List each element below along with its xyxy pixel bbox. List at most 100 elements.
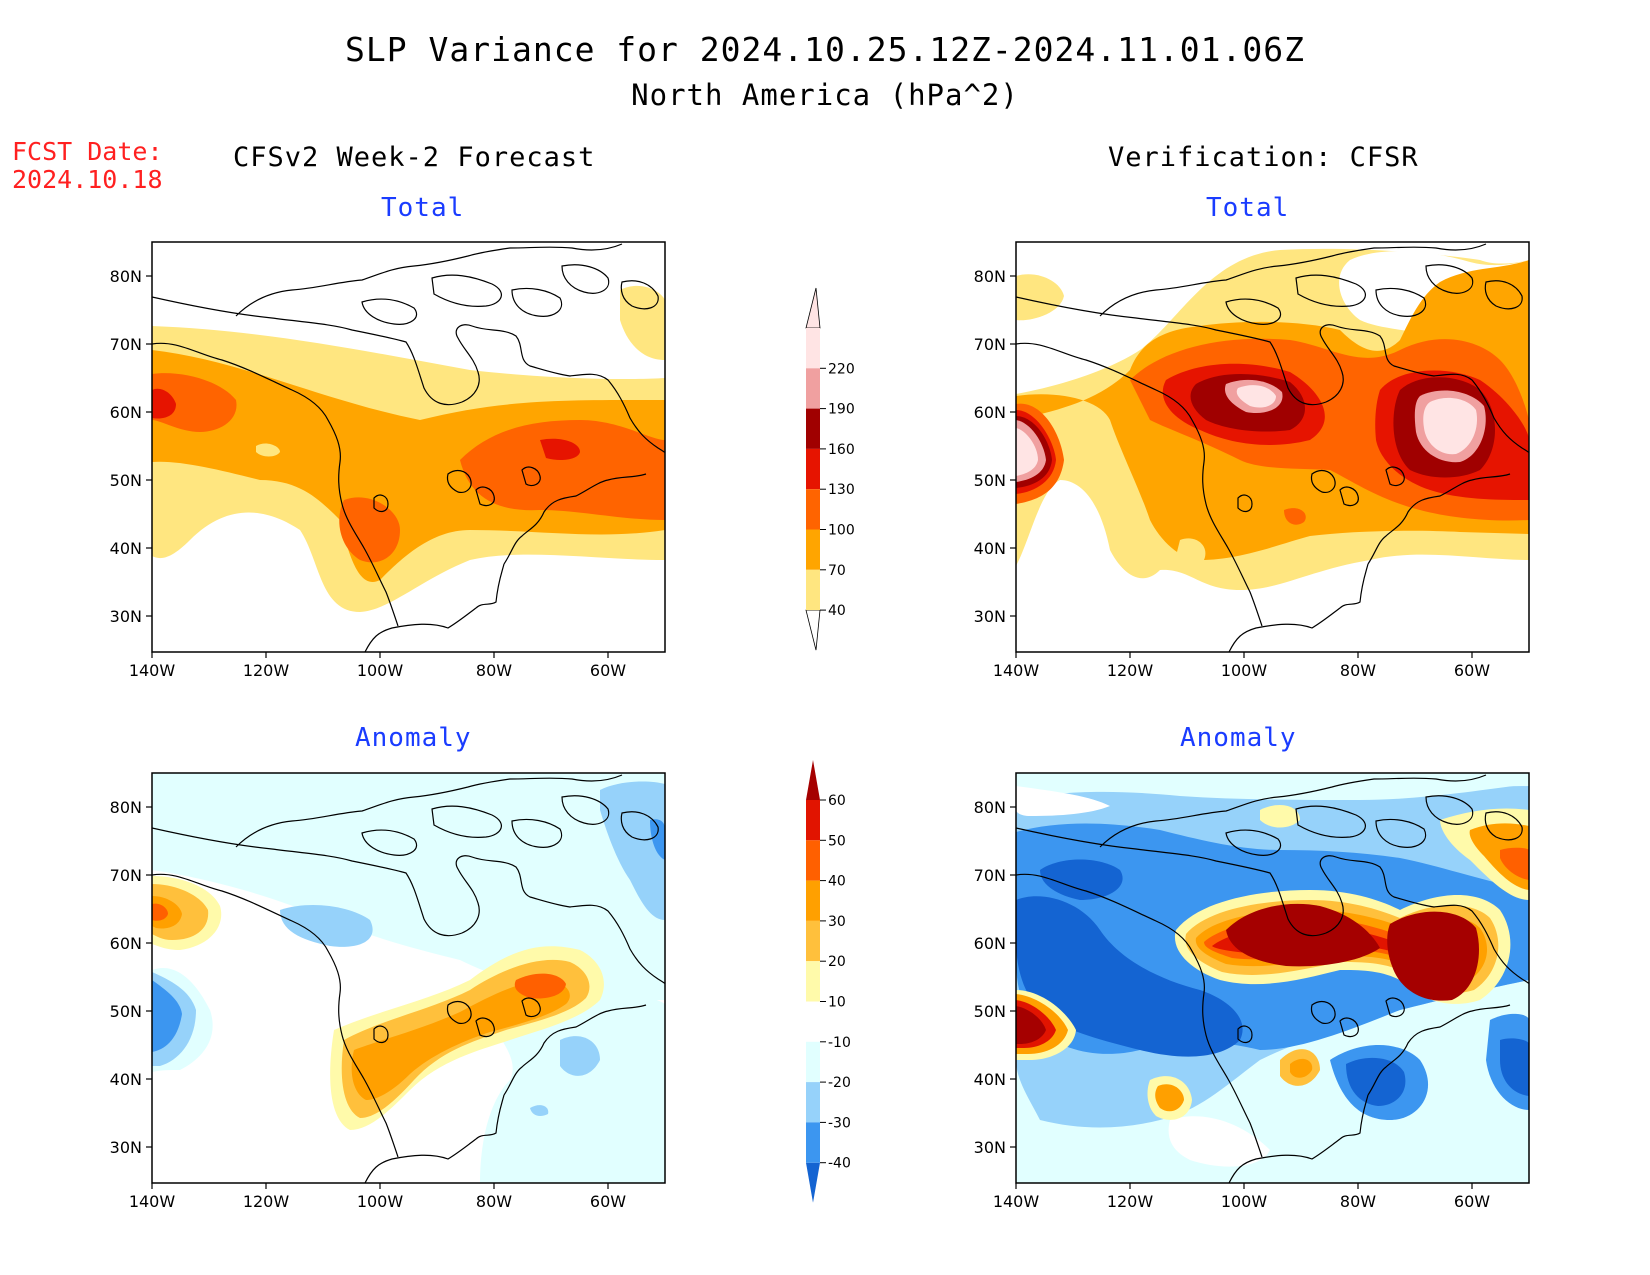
colorbar-swatch <box>806 1001 820 1042</box>
fc-anom-frame <box>151 772 666 1184</box>
colorbar-swatch <box>806 569 820 611</box>
colorbar-label: 100 <box>828 523 855 539</box>
colorbar-swatch <box>806 368 820 409</box>
lat-tick-label: 40N <box>110 1070 142 1089</box>
lat-tick-label: 30N <box>974 1138 1006 1157</box>
lon-tick-label: 140W <box>129 661 176 680</box>
lat-tick-label: 60N <box>110 934 142 953</box>
lat-tick-label: 70N <box>974 866 1006 885</box>
colorbar-label: -10 <box>828 1035 851 1051</box>
lat-tick-label: 60N <box>110 403 142 422</box>
fc-total-title: Total <box>381 193 465 223</box>
lat-tick-label: 30N <box>110 1138 142 1157</box>
lat-tick-label: 80N <box>974 798 1006 817</box>
lat-tick-label: 40N <box>974 1070 1006 1089</box>
lon-tick-label: 60W <box>1454 1192 1490 1211</box>
lat-tick-label: 40N <box>974 539 1006 558</box>
lon-tick-label: 120W <box>243 1192 290 1211</box>
lat-tick-label: 50N <box>110 471 142 490</box>
colorbar-label: 30 <box>828 914 846 930</box>
fcst-date-value: 2024.10.18 <box>12 165 163 194</box>
lat-tick-label: 60N <box>974 934 1006 953</box>
lat-tick-label: 70N <box>110 335 142 354</box>
lat-tick-label: 80N <box>974 267 1006 286</box>
colorbar-label: 50 <box>828 833 846 849</box>
lat-tick-label: 50N <box>974 1002 1006 1021</box>
fcst-date-block: FCST Date: 2024.10.18 <box>12 138 163 194</box>
lon-tick-label: 60W <box>1454 661 1490 680</box>
colorbar-swatch <box>806 448 820 490</box>
colorbar-swatch <box>806 408 820 449</box>
colorbar-label: 160 <box>828 442 855 458</box>
lon-tick-label: 100W <box>357 1192 404 1211</box>
lat-tick-label: 40N <box>110 539 142 558</box>
lon-tick-label: 100W <box>357 661 404 680</box>
colorbar-swatch <box>806 1041 820 1083</box>
fc-total-map <box>152 242 665 652</box>
lon-tick-label: 80W <box>476 1192 512 1211</box>
lon-tick-label: 100W <box>1221 661 1268 680</box>
colorbar-label: -20 <box>828 1075 851 1091</box>
fcst-date-label: FCST Date: <box>12 137 163 166</box>
colorbar-label: 60 <box>828 793 846 809</box>
lon-tick-label: 60W <box>590 661 626 680</box>
colorbar-label: -30 <box>828 1115 851 1131</box>
lat-tick-label: 80N <box>110 267 142 286</box>
main-title: SLP Variance for 2024.10.25.12Z-2024.11.… <box>345 30 1305 69</box>
lon-tick-label: 100W <box>1221 1192 1268 1211</box>
lat-tick-label: 50N <box>110 1002 142 1021</box>
lon-tick-label: 80W <box>476 661 512 680</box>
lon-tick-label: 120W <box>1107 1192 1154 1211</box>
lon-tick-label: 140W <box>993 1192 1040 1211</box>
colorbar-swatch <box>806 840 820 881</box>
lon-tick-label: 140W <box>993 661 1040 680</box>
fc-anom-title: Anomaly <box>355 723 472 753</box>
lon-tick-label: 140W <box>129 1192 176 1211</box>
colorbar-swatch <box>806 880 820 921</box>
lat-tick-label: 60N <box>974 403 1006 422</box>
obs-total-map <box>1016 242 1529 652</box>
colorbar-label: 40 <box>828 603 846 619</box>
colorbar-swatch <box>806 1122 820 1163</box>
colorbar-label: 10 <box>828 995 846 1011</box>
colorbar-swatch <box>806 920 820 962</box>
fc-anom-map <box>152 773 665 1183</box>
colorbar-end-high <box>806 760 820 800</box>
colorbar-swatch <box>806 800 820 841</box>
colorbar-label: -40 <box>828 1156 851 1172</box>
colorbar-swatch <box>806 1082 820 1123</box>
lon-tick-label: 120W <box>1107 661 1154 680</box>
colorbar-end-low <box>805 609 821 651</box>
obs-anom-map <box>1016 773 1529 1183</box>
main-subtitle: North America (hPa^2) <box>631 78 1019 112</box>
lon-tick-label: 80W <box>1340 1192 1376 1211</box>
fc-total-frame <box>151 241 666 653</box>
colorbar-label: 130 <box>828 482 855 498</box>
obs-total-title: Total <box>1206 193 1290 223</box>
obs-anom-frame <box>1015 772 1530 1184</box>
colorbar-label: 220 <box>828 361 855 377</box>
colorbar-label: 20 <box>828 954 846 970</box>
lat-tick-label: 30N <box>110 607 142 626</box>
lon-tick-label: 80W <box>1340 661 1376 680</box>
lon-tick-label: 60W <box>590 1192 626 1211</box>
colorbar-label: 190 <box>828 402 855 418</box>
colorbar-label: 40 <box>828 874 846 890</box>
lat-tick-label: 50N <box>974 471 1006 490</box>
colorbar-end-low <box>806 1162 820 1203</box>
lat-tick-label: 30N <box>974 607 1006 626</box>
lat-tick-label: 70N <box>110 866 142 885</box>
axes-layer: 80N 70N 60N 50N 40N 30N 140W 120W 100W 80W 60W 80N 7… <box>110 267 1491 1211</box>
colorbar-swatch <box>806 529 820 570</box>
lat-tick-label: 70N <box>974 335 1006 354</box>
lon-tick-label: 120W <box>243 661 290 680</box>
colorbar-label: 70 <box>828 563 846 579</box>
anomaly-colorbar: -40 -30 -20 -10 10 20 30 40 50 60 <box>806 760 851 1203</box>
colorbar-swatch <box>806 961 820 1002</box>
total-colorbar: 40 70 100 130 160 190 220 <box>805 287 855 651</box>
right-column-title: Verification: CFSR <box>1108 142 1419 173</box>
left-column-title: CFSv2 Week-2 Forecast <box>233 142 596 173</box>
obs-anom-title: Anomaly <box>1180 723 1297 753</box>
colorbar-end-high <box>805 287 821 329</box>
